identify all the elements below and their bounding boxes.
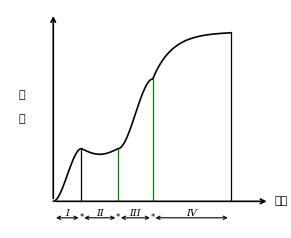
Text: I: I — [65, 208, 69, 218]
Text: IV: IV — [186, 208, 197, 218]
Text: II: II — [96, 208, 104, 218]
Text: 荷: 荷 — [18, 114, 25, 124]
Text: 载: 载 — [18, 90, 25, 100]
Text: *: * — [116, 213, 120, 222]
Text: *: * — [150, 213, 155, 222]
Text: *: * — [79, 213, 84, 222]
Text: 变形: 变形 — [274, 196, 288, 206]
Text: III: III — [129, 208, 141, 218]
